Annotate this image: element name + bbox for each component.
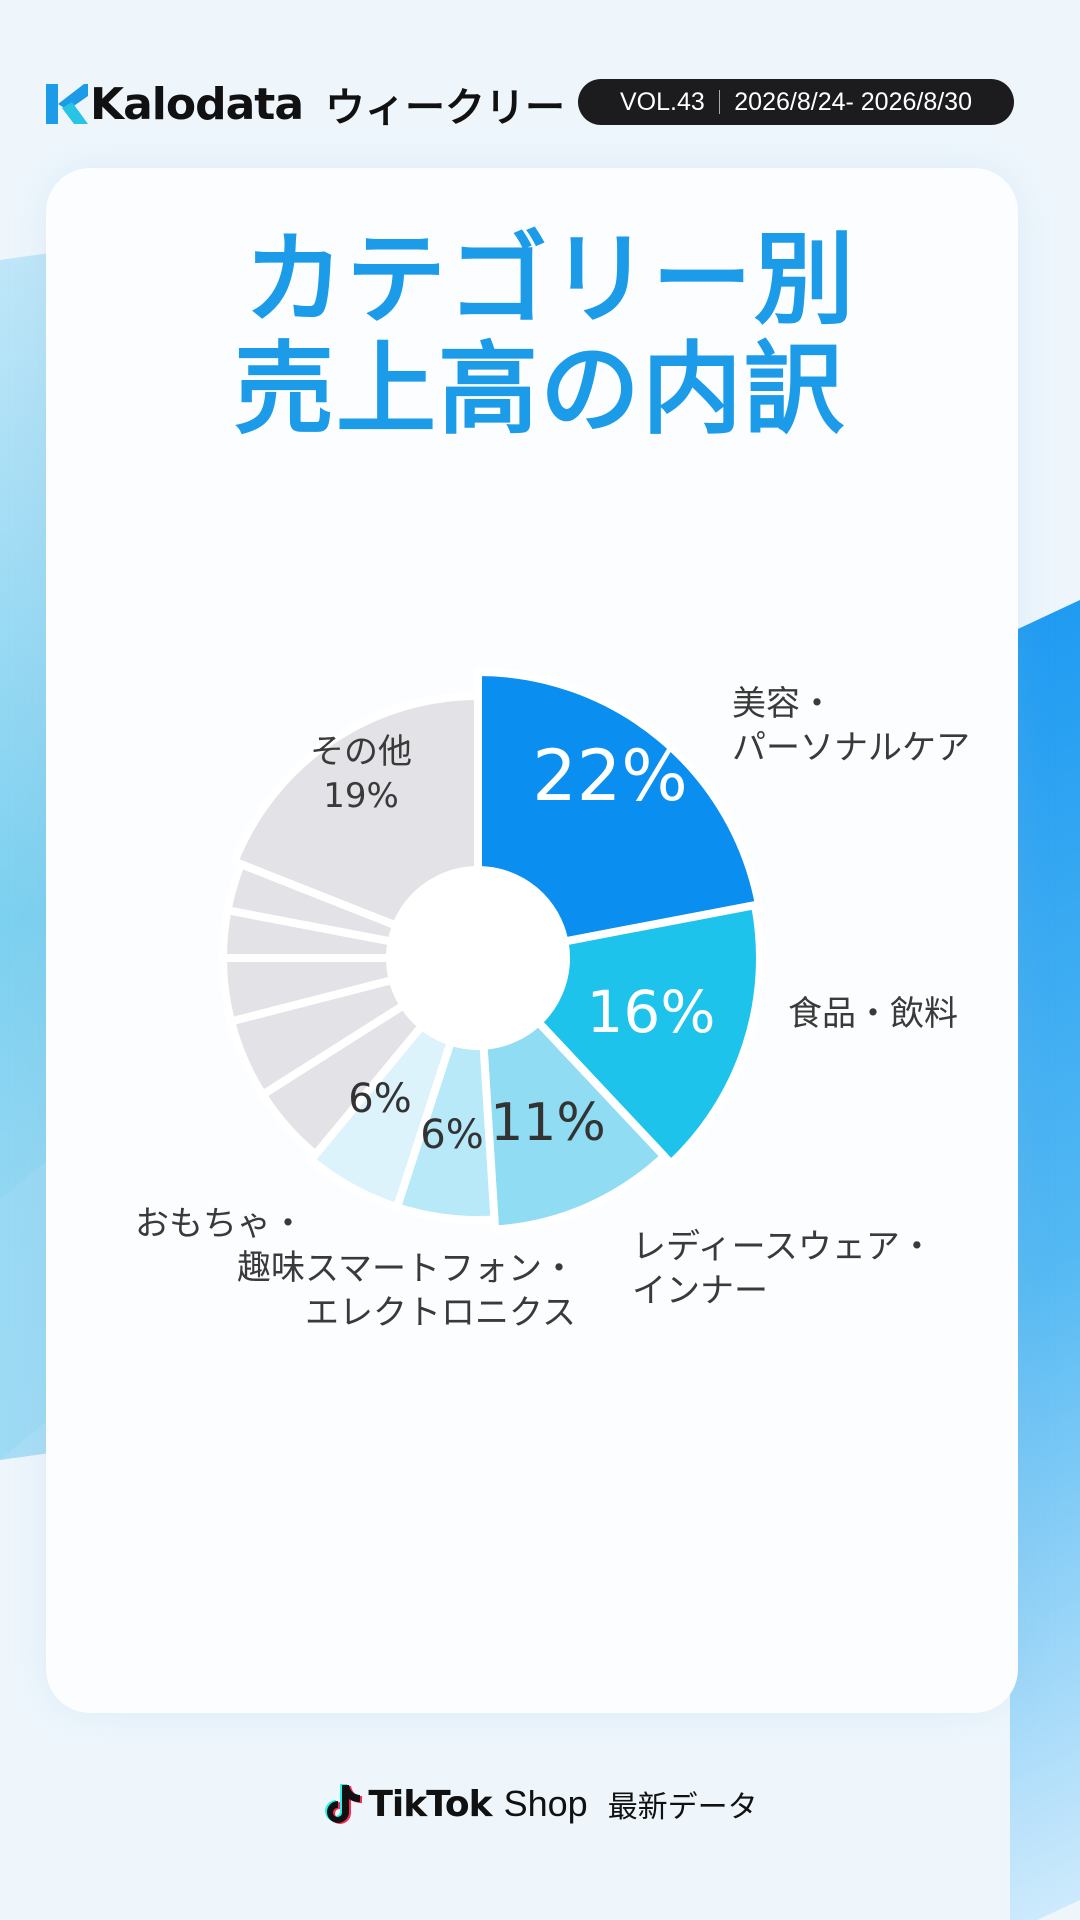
- latest-data-label: 最新データ: [607, 1790, 758, 1825]
- slice-percent-label-4: 6%: [348, 1076, 411, 1122]
- brand-name: Kalodata: [90, 78, 304, 130]
- slice-category-label-10: その他 19%: [310, 732, 412, 816]
- header: Kalodata ウィークリー: [46, 76, 565, 132]
- kalodata-logo-icon: [46, 84, 88, 124]
- pill-divider: [718, 90, 721, 114]
- footer: TikTok Shop 最新データ: [0, 1782, 1080, 1826]
- date-range: 2026/8/24- 2026/8/30: [734, 87, 972, 116]
- volume-number: VOL.43: [620, 87, 705, 116]
- page-title-line-1: カテゴリー別: [244, 221, 856, 338]
- slice-percent-label-3: 6%: [420, 1112, 483, 1158]
- weekly-label: ウィークリー: [325, 85, 566, 131]
- slice-percent-label-1: 16%: [587, 978, 716, 1046]
- page-title-line-2: 売上高の内訳: [234, 331, 846, 448]
- slice-percent-label-2: 11%: [490, 1093, 606, 1153]
- slice-percent-label-0: 22%: [532, 735, 688, 817]
- slice-category-label-0: 美容・パーソナルケア: [732, 684, 970, 768]
- volume-date-pill: VOL.43 2026/8/24- 2026/8/30: [578, 79, 1014, 125]
- slice-category-label-2: レディースウェア・インナー: [632, 1227, 934, 1311]
- slice-category-label-4: おもちゃ・趣味: [135, 1204, 305, 1288]
- tiktok-note-icon: [325, 1784, 363, 1824]
- slice-category-label-1: 食品・飲料: [788, 994, 958, 1034]
- tiktok-shop-label: Shop: [503, 1783, 588, 1824]
- slice-category-label-3: スマートフォン・エレクトロニクス: [305, 1249, 576, 1333]
- tiktok-brand: TikTok: [368, 1783, 492, 1825]
- donut-hole: [390, 870, 566, 1046]
